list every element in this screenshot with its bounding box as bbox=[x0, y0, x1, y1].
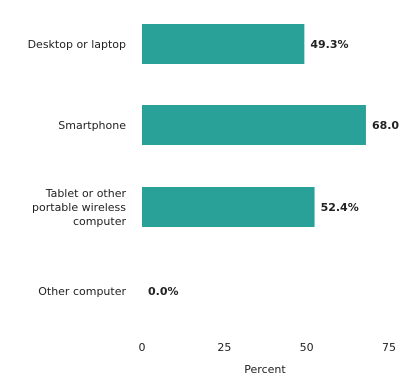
category-labels: Desktop or laptop Smartphone Tablet or oth… bbox=[28, 38, 127, 298]
value-labels: 49.3% 68.0 52.4% 0.0% bbox=[148, 38, 399, 298]
category-label-line: computer bbox=[73, 215, 127, 228]
x-tick-label-1: 25 bbox=[217, 341, 231, 354]
bar-2 bbox=[142, 187, 315, 227]
x-tick-label-3: 75 bbox=[382, 341, 396, 354]
category-label-line: Other computer bbox=[38, 285, 126, 298]
x-axis-title: Percent bbox=[244, 363, 286, 376]
value-label-3: 0.0% bbox=[148, 285, 179, 298]
bar-0 bbox=[142, 24, 305, 64]
x-tick-label-2: 50 bbox=[300, 341, 314, 354]
category-label-line: Tablet or other bbox=[45, 187, 127, 200]
bars-group bbox=[142, 24, 366, 227]
category-label-line: Desktop or laptop bbox=[28, 38, 126, 51]
value-label-2: 52.4% bbox=[321, 201, 359, 214]
category-label-0: Desktop or laptop bbox=[28, 38, 126, 51]
category-label-1: Smartphone bbox=[58, 119, 126, 132]
x-axis-ticks: 0 25 50 75 bbox=[139, 341, 397, 354]
bar-1 bbox=[142, 105, 366, 145]
category-label-3: Other computer bbox=[38, 285, 126, 298]
x-tick-label-0: 0 bbox=[139, 341, 146, 354]
category-label-line: portable wireless bbox=[32, 201, 126, 214]
value-label-0: 49.3% bbox=[310, 38, 348, 51]
category-label-line: Smartphone bbox=[58, 119, 126, 132]
value-label-1: 68.0 bbox=[372, 119, 399, 132]
category-label-2: Tablet or other portable wireless computer bbox=[32, 187, 126, 228]
